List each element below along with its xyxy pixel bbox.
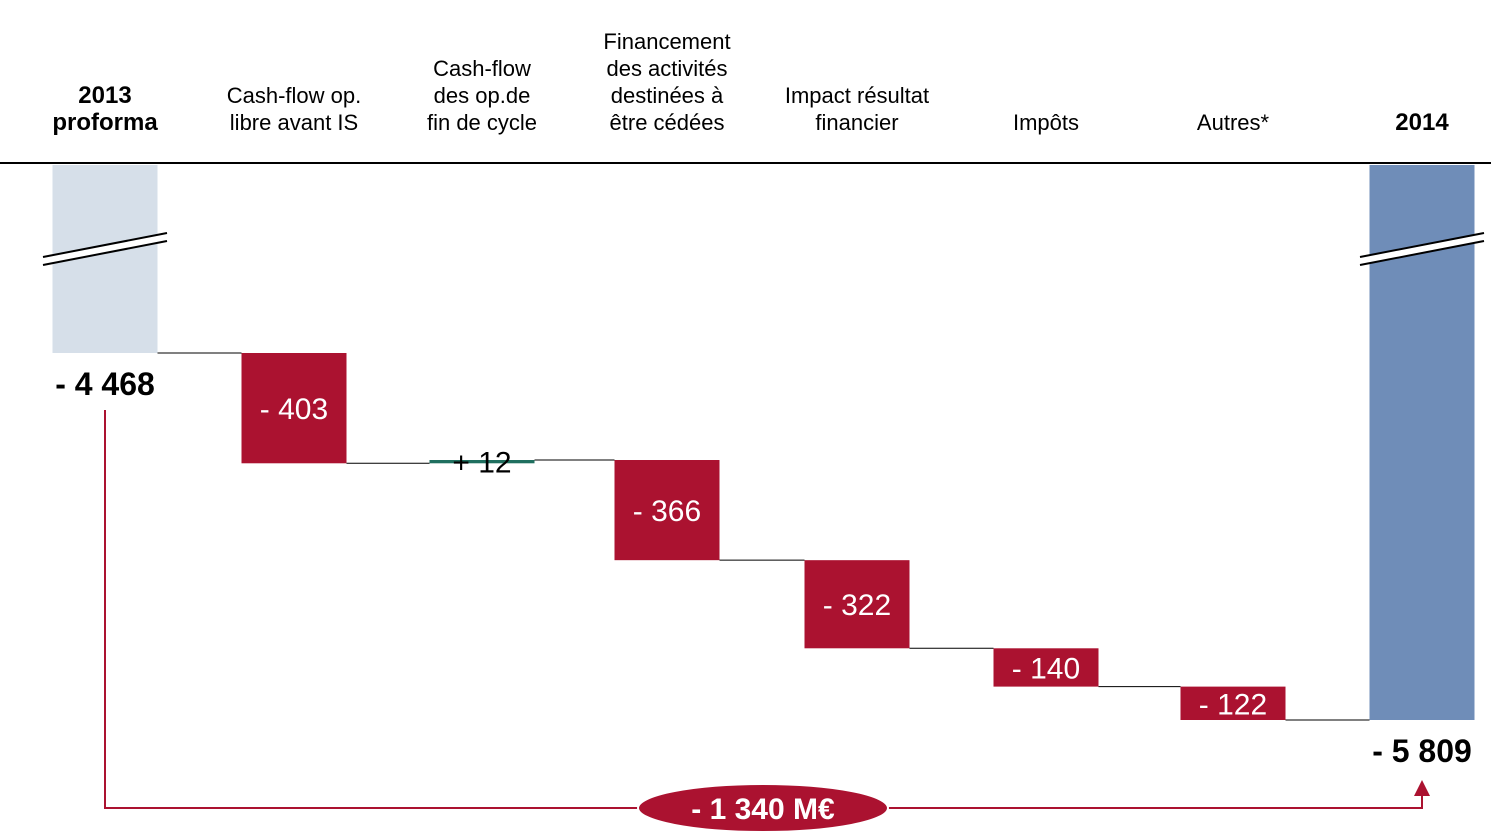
category-label: Cash-flow op. libre avant IS bbox=[227, 83, 362, 135]
category-line: destinées à bbox=[611, 83, 724, 108]
category-line: 2013 bbox=[78, 82, 131, 109]
axis-break bbox=[43, 233, 167, 265]
annotation-badge bbox=[637, 783, 889, 831]
delta-bar bbox=[429, 460, 535, 464]
category-line: 2014 bbox=[1395, 109, 1449, 136]
axis-break-line bbox=[1359, 240, 1485, 266]
delta-bar bbox=[804, 560, 910, 649]
category-line: être cédées bbox=[610, 110, 725, 135]
category-label: Financement des activités destinées à être … bbox=[603, 29, 730, 135]
delta-bar bbox=[993, 648, 1099, 687]
bracket bbox=[104, 410, 1423, 809]
delta-label: - 403 bbox=[260, 393, 328, 426]
category-line: Impact résultat bbox=[785, 83, 929, 108]
category-line: financier bbox=[815, 110, 898, 135]
category-label: Impôts bbox=[1013, 110, 1079, 135]
delta-label: - 322 bbox=[823, 589, 891, 622]
delta-bar bbox=[1180, 686, 1286, 720]
bracket-arrow bbox=[1414, 780, 1430, 796]
axis-break-line bbox=[42, 240, 168, 266]
category-line: proforma bbox=[52, 109, 158, 136]
category-label: Impact résultat financier bbox=[785, 83, 929, 135]
annotation: - 1 340 M€ bbox=[691, 793, 835, 826]
delta-label: + 12 bbox=[452, 447, 511, 480]
total-label: - 4 468 bbox=[55, 366, 155, 402]
delta-label: - 366 bbox=[633, 495, 701, 528]
axis-break-line bbox=[1359, 232, 1485, 258]
category-label: 2014 bbox=[1395, 109, 1449, 136]
axis-break bbox=[1360, 233, 1484, 265]
category-line: Impôts bbox=[1013, 110, 1079, 135]
category-label: 2013 proforma bbox=[52, 82, 158, 136]
category-line: Cash-flow bbox=[433, 56, 531, 81]
delta-label: - 122 bbox=[1199, 688, 1267, 721]
delta-label: - 140 bbox=[1012, 652, 1080, 685]
axis-break-line bbox=[42, 232, 168, 258]
delta-bar bbox=[614, 460, 720, 561]
delta-bar bbox=[241, 353, 347, 464]
category-label: Autres* bbox=[1197, 110, 1270, 135]
category-line: fin de cycle bbox=[427, 110, 537, 135]
category-line: Cash-flow op. bbox=[227, 83, 362, 108]
total-label: - 5 809 bbox=[1372, 733, 1472, 769]
category-line: des op.de bbox=[434, 83, 531, 108]
category-label: Cash-flow des op.de fin de cycle bbox=[427, 56, 537, 135]
category-line: Financement bbox=[603, 29, 730, 54]
category-line: Autres* bbox=[1197, 110, 1270, 135]
category-line: des activités bbox=[606, 56, 727, 81]
category-line: libre avant IS bbox=[230, 110, 358, 135]
